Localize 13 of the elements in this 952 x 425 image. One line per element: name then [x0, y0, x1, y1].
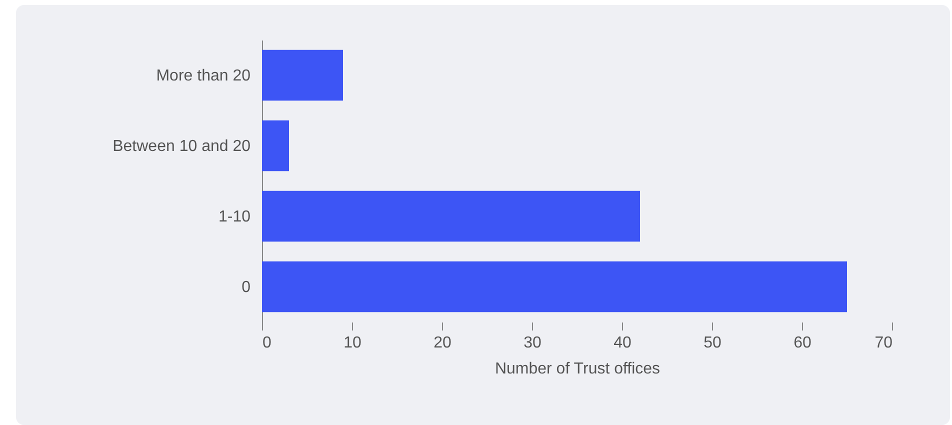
x-tick-label: 50: [704, 334, 722, 352]
y-tick-label: 0: [242, 278, 251, 296]
x-tick-label: 0: [262, 334, 272, 352]
y-tick-label: Between 10 and 20: [112, 138, 251, 155]
x-tick-label: 20: [434, 334, 452, 352]
y-tick-label: 1-10: [218, 208, 251, 226]
x-axis-title: Number of Trust offices: [494, 360, 660, 378]
x-tick-label: 30: [524, 334, 542, 352]
x-tick-label: 70: [874, 334, 893, 352]
x-tick-label: 10: [344, 334, 362, 352]
x-tick-label: 60: [794, 334, 812, 352]
y-tick-label: More than 20: [156, 67, 251, 84]
x-tick-label: 40: [614, 334, 632, 352]
